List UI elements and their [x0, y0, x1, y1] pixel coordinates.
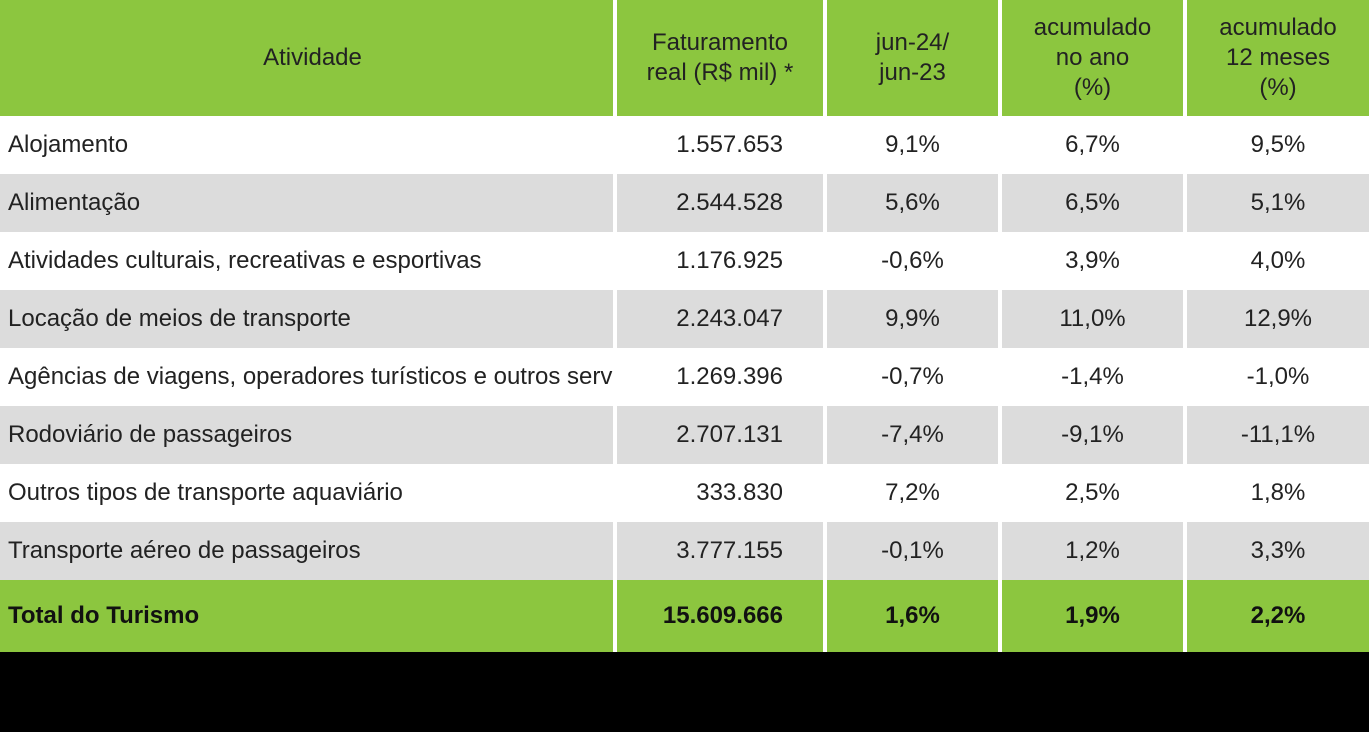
cell-atividade: Alimentação [0, 174, 615, 232]
total-cell-faturamento: 15.609.666 [615, 580, 825, 652]
table-row: Agências de viagens, operadores turístic… [0, 348, 1369, 406]
cell-atividade: Transporte aéreo de passageiros [0, 522, 615, 580]
cell-acum_12m: 5,1% [1185, 174, 1369, 232]
cell-acum_12m: 3,3% [1185, 522, 1369, 580]
cell-faturamento: 2.544.528 [615, 174, 825, 232]
cell-acum_12m: -11,1% [1185, 406, 1369, 464]
cell-acum_ano: 6,5% [1000, 174, 1185, 232]
col-header-jun24-jun23: jun-24/jun-23 [825, 0, 1000, 116]
cell-faturamento: 1.176.925 [615, 232, 825, 290]
cell-acum_ano: -1,4% [1000, 348, 1185, 406]
total-cell-acum_ano: 1,9% [1000, 580, 1185, 652]
col-header-acum-ano: acumuladono ano(%) [1000, 0, 1185, 116]
table-row: Alimentação2.544.5285,6%6,5%5,1% [0, 174, 1369, 232]
cell-atividade: Locação de meios de transporte [0, 290, 615, 348]
table-row: Transporte aéreo de passageiros3.777.155… [0, 522, 1369, 580]
col-header-acum-12m: acumulado12 meses(%) [1185, 0, 1369, 116]
cell-atividade: Outros tipos de transporte aquaviário [0, 464, 615, 522]
cell-faturamento: 2.243.047 [615, 290, 825, 348]
cell-acum_ano: 1,2% [1000, 522, 1185, 580]
cell-acum_12m: 9,5% [1185, 116, 1369, 174]
tourism-revenue-table: Atividade Faturamentoreal (R$ mil) * jun… [0, 0, 1369, 652]
footer-black-band [0, 652, 1369, 732]
cell-acum_ano: 6,7% [1000, 116, 1185, 174]
cell-acum_ano: -9,1% [1000, 406, 1185, 464]
cell-jun24_jun23: 7,2% [825, 464, 1000, 522]
tourism-revenue-table-wrap: Atividade Faturamentoreal (R$ mil) * jun… [0, 0, 1369, 652]
total-cell-jun24_jun23: 1,6% [825, 580, 1000, 652]
cell-faturamento: 1.269.396 [615, 348, 825, 406]
cell-acum_12m: -1,0% [1185, 348, 1369, 406]
table-row: Rodoviário de passageiros2.707.131-7,4%-… [0, 406, 1369, 464]
table-row: Locação de meios de transporte2.243.0479… [0, 290, 1369, 348]
cell-jun24_jun23: 5,6% [825, 174, 1000, 232]
cell-acum_12m: 1,8% [1185, 464, 1369, 522]
cell-jun24_jun23: -0,6% [825, 232, 1000, 290]
total-cell-atividade: Total do Turismo [0, 580, 615, 652]
table-row: Atividades culturais, recreativas e espo… [0, 232, 1369, 290]
cell-jun24_jun23: -0,7% [825, 348, 1000, 406]
cell-jun24_jun23: -0,1% [825, 522, 1000, 580]
cell-faturamento: 3.777.155 [615, 522, 825, 580]
table-header: Atividade Faturamentoreal (R$ mil) * jun… [0, 0, 1369, 116]
cell-acum_ano: 3,9% [1000, 232, 1185, 290]
cell-jun24_jun23: 9,1% [825, 116, 1000, 174]
table-body: Alojamento1.557.6539,1%6,7%9,5%Alimentaç… [0, 116, 1369, 652]
col-header-atividade: Atividade [0, 0, 615, 116]
table-row: Outros tipos de transporte aquaviário333… [0, 464, 1369, 522]
cell-faturamento: 2.707.131 [615, 406, 825, 464]
cell-acum_12m: 4,0% [1185, 232, 1369, 290]
cell-jun24_jun23: 9,9% [825, 290, 1000, 348]
cell-atividade: Rodoviário de passageiros [0, 406, 615, 464]
cell-acum_ano: 2,5% [1000, 464, 1185, 522]
cell-acum_ano: 11,0% [1000, 290, 1185, 348]
col-header-faturamento: Faturamentoreal (R$ mil) * [615, 0, 825, 116]
total-cell-acum_12m: 2,2% [1185, 580, 1369, 652]
cell-jun24_jun23: -7,4% [825, 406, 1000, 464]
table-row: Alojamento1.557.6539,1%6,7%9,5% [0, 116, 1369, 174]
cell-acum_12m: 12,9% [1185, 290, 1369, 348]
table-total-row: Total do Turismo15.609.6661,6%1,9%2,2% [0, 580, 1369, 652]
cell-faturamento: 333.830 [615, 464, 825, 522]
cell-faturamento: 1.557.653 [615, 116, 825, 174]
cell-atividade: Alojamento [0, 116, 615, 174]
cell-atividade: Agências de viagens, operadores turístic… [0, 348, 615, 406]
cell-atividade: Atividades culturais, recreativas e espo… [0, 232, 615, 290]
